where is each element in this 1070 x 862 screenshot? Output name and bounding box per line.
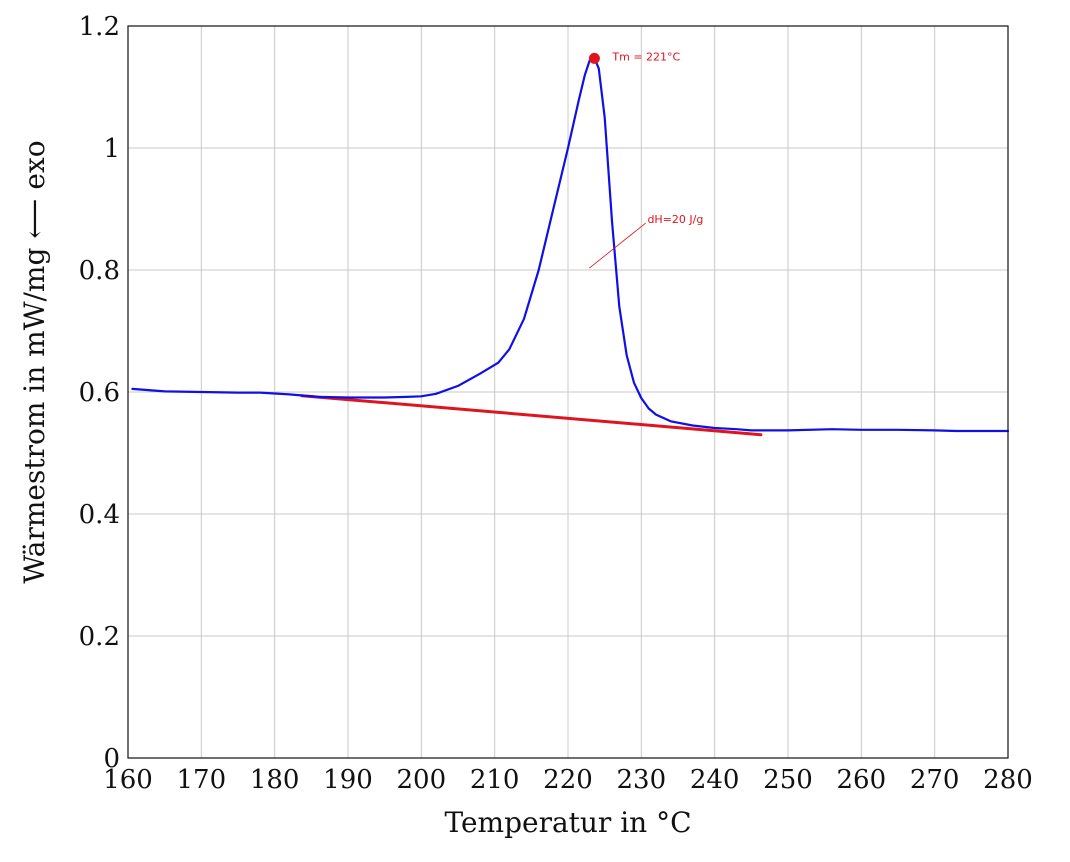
y-tick-label: 0.2 (79, 622, 120, 652)
x-tick-label: 240 (690, 765, 740, 795)
x-tick-label: 170 (177, 765, 227, 795)
x-tick-label: 220 (543, 765, 593, 795)
x-tick-label: 270 (910, 765, 960, 795)
baseline-layer (300, 394, 763, 437)
curve-layer (131, 56, 1010, 433)
y-tick-label: 1 (103, 134, 120, 164)
x-tick-labels: 160 170 180 190 200 210 220 230 240 250 260 270 280 (103, 765, 1033, 795)
heat-flow-curve (131, 56, 1010, 433)
x-axis-title: Temperatur in °C (444, 806, 691, 839)
enthalpy-leader-line (589, 222, 646, 269)
plot-frame (127, 25, 1009, 759)
x-tick-label: 260 (837, 765, 887, 795)
peak-marker (588, 52, 600, 64)
x-tick-label: 190 (323, 765, 373, 795)
x-tick-label: 200 (397, 765, 447, 795)
y-tick-label: 0.4 (79, 500, 120, 530)
x-tick-label: 280 (983, 765, 1033, 795)
x-tick-label: 180 (250, 765, 300, 795)
y-tick-labels: 0 0.2 0.4 0.6 0.8 1 1.2 (79, 12, 120, 774)
x-tick-label: 210 (470, 765, 520, 795)
y-tick-label: 0.8 (79, 256, 120, 286)
baseline-line (300, 394, 763, 437)
x-tick-label: 160 (103, 765, 153, 795)
x-tick-label: 230 (617, 765, 667, 795)
y-axis-title: Wärmestrom in mW/mg ⟵ exo (18, 140, 51, 583)
y-tick-label: 0 (103, 744, 120, 774)
x-tick-label: 250 (763, 765, 813, 795)
annotations: Tm = 221°C dH=20 J/g (588, 50, 703, 269)
enthalpy-label: dH=20 J/g (647, 213, 703, 226)
y-tick-label: 1.2 (79, 12, 120, 42)
peak-label: Tm = 221°C (611, 50, 680, 63)
y-tick-label: 0.6 (79, 378, 120, 408)
